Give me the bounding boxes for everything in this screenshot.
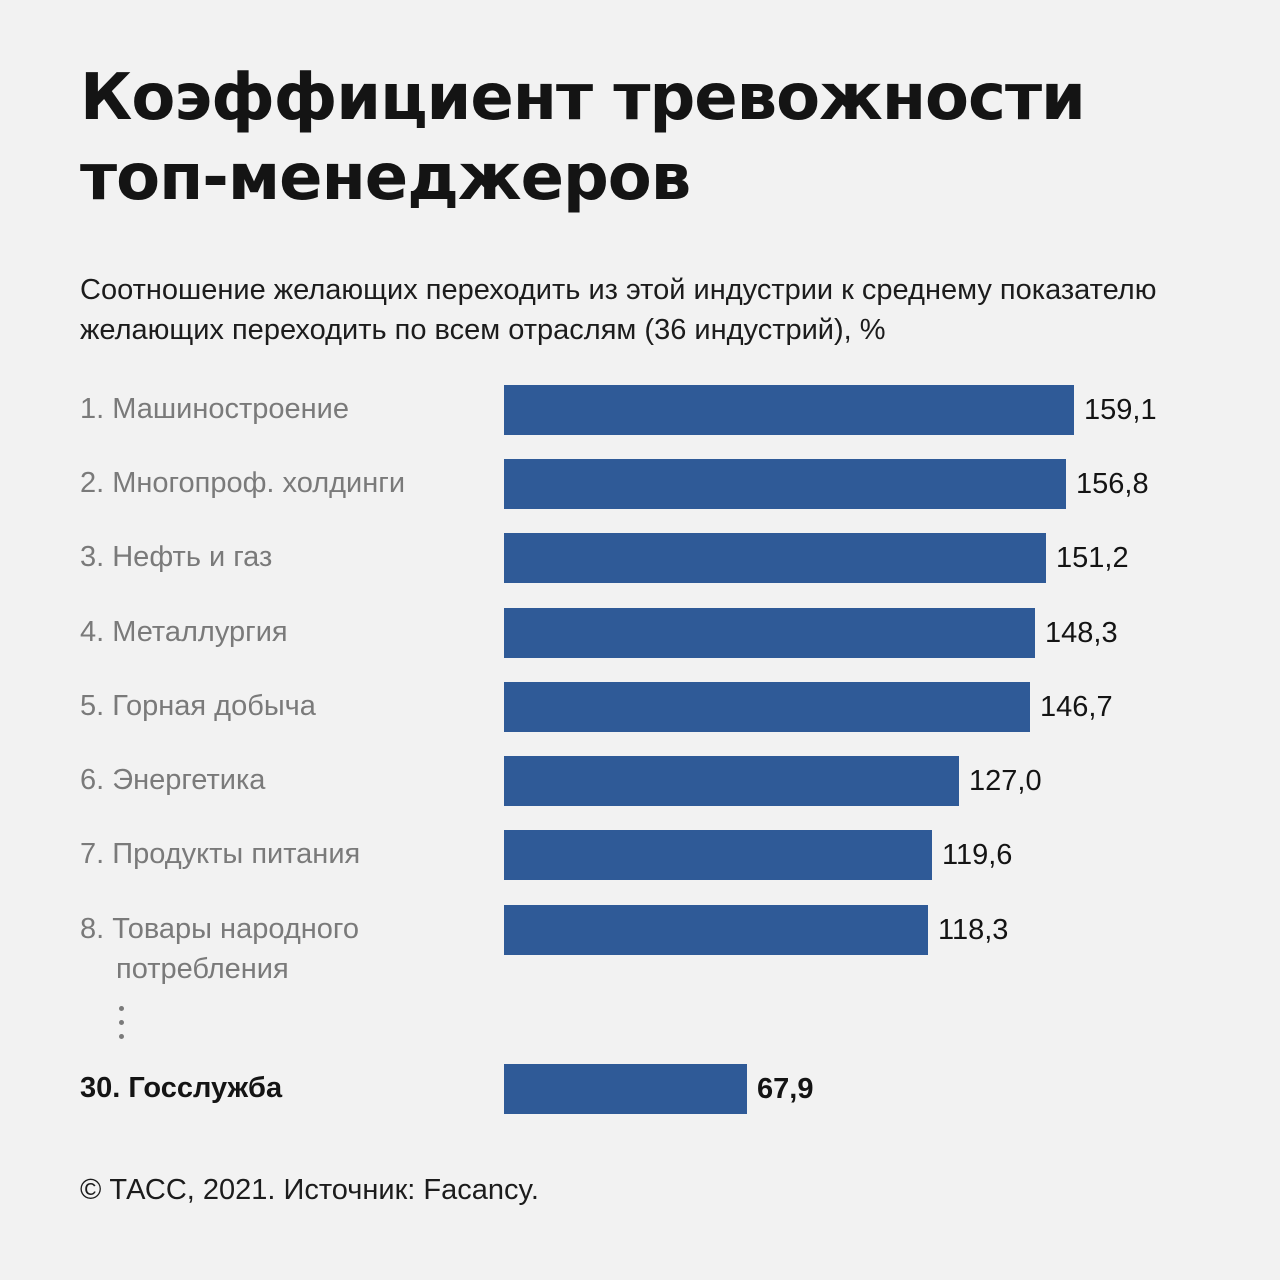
category-label: 5. Горная добыча — [80, 690, 316, 722]
value-label: 151,2 — [1056, 542, 1129, 574]
chart-title: Коэффициент тревожности топ-менеджеров — [80, 61, 1086, 215]
bar — [504, 830, 932, 880]
category-label: 8. Товары народного потребления — [80, 913, 359, 985]
bar — [504, 905, 928, 955]
vertical-ellipsis-icon — [113, 1006, 129, 1046]
category-label: 3. Нефть и газ — [80, 541, 273, 573]
bar — [504, 608, 1035, 658]
value-label: 127,0 — [969, 765, 1042, 797]
value-label: 146,7 — [1040, 691, 1113, 723]
source-footer: © ТАСС, 2021. Источник: Facancy. — [80, 1174, 539, 1206]
bar — [504, 682, 1030, 732]
bar — [504, 385, 1074, 435]
category-label: 7. Продукты питания — [80, 838, 361, 870]
value-label: 67,9 — [757, 1073, 814, 1105]
bar — [504, 756, 959, 806]
category-label: 6. Энергетика — [80, 764, 266, 796]
value-label: 119,6 — [942, 839, 1013, 871]
chart-subtitle: Соотношение желающих переходить из этой … — [80, 274, 1157, 346]
category-label: 4. Металлургия — [80, 616, 288, 648]
category-label: 30. Госслужба — [80, 1072, 283, 1104]
bar — [504, 459, 1066, 509]
value-label: 148,3 — [1045, 617, 1118, 649]
value-label: 159,1 — [1084, 394, 1157, 426]
category-label: 2. Многопроф. холдинги — [80, 467, 406, 499]
value-label: 118,3 — [938, 914, 1009, 946]
bar — [504, 533, 1046, 583]
value-label: 156,8 — [1076, 468, 1149, 500]
bar — [504, 1064, 747, 1114]
category-label: 1. Машиностроение — [80, 393, 349, 425]
